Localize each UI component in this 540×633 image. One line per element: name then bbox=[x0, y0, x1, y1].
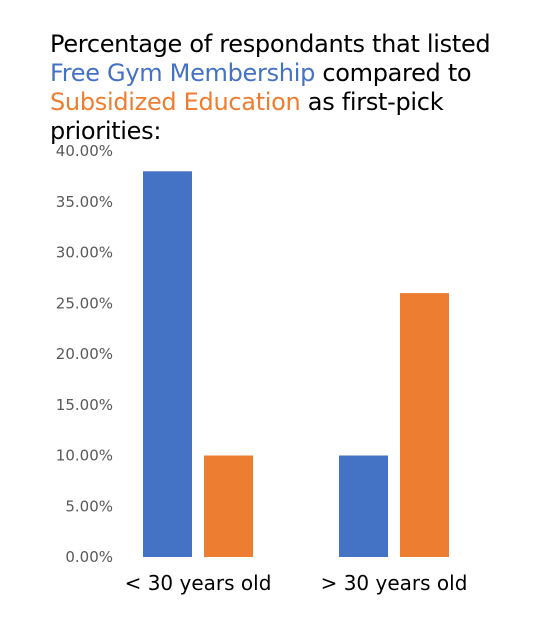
y-tick-label: 10.00% bbox=[56, 447, 113, 465]
x-category-label: > 30 years old bbox=[321, 571, 468, 595]
bars bbox=[143, 171, 449, 558]
title-part-3: compared to bbox=[315, 59, 472, 87]
bar-subsidized-education-under-30 bbox=[204, 455, 253, 557]
title-part-5: as first-pick priorities: bbox=[50, 88, 444, 145]
bar-free-gym-under-30 bbox=[143, 171, 192, 558]
y-tick-label: 5.00% bbox=[65, 497, 113, 515]
y-tick-label: 15.00% bbox=[56, 396, 113, 414]
y-tick-label: 20.00% bbox=[56, 345, 113, 363]
y-tick-label: 40.00% bbox=[56, 142, 113, 160]
y-tick-label: 35.00% bbox=[56, 193, 113, 211]
bar-subsidized-education-over-30 bbox=[400, 293, 449, 557]
x-axis: < 30 years old > 30 years old bbox=[125, 571, 468, 595]
chart-title: Percentage of respondants that listed Fr… bbox=[50, 30, 520, 146]
title-part-1: Percentage of respondants that listed bbox=[50, 30, 491, 58]
bar-free-gym-over-30 bbox=[339, 455, 388, 557]
y-axis: 0.00% 5.00% 10.00% 15.00% 20.00% 25.00% 30.00%… bbox=[56, 142, 113, 566]
title-series-free-gym: Free Gym Membership bbox=[50, 59, 316, 87]
x-category-label: < 30 years old bbox=[125, 571, 272, 595]
title-series-subsidized-education: Subsidized Education bbox=[50, 88, 301, 116]
y-tick-label: 25.00% bbox=[56, 294, 113, 312]
y-tick-label: 0.00% bbox=[65, 548, 113, 566]
y-tick-label: 30.00% bbox=[56, 244, 113, 262]
